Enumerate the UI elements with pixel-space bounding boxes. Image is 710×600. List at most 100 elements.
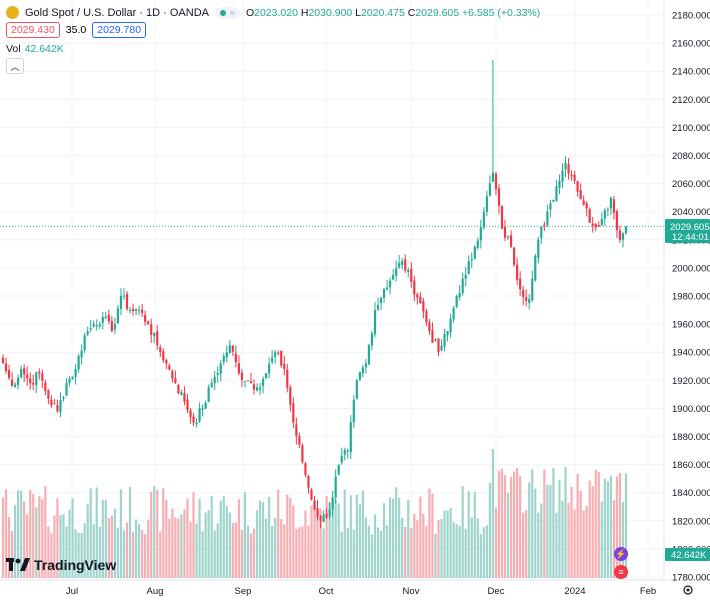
candle-body [171,371,174,379]
price-tick-label: 1880.000 [672,432,710,443]
volume-bar [122,530,126,578]
candle-body [340,455,343,463]
candle-body [13,384,17,388]
candle-body [615,211,619,231]
volume-bar [352,529,355,578]
volume-bar [506,492,510,578]
candle-body [389,280,392,288]
price-axis[interactable]: 2180.000 2160.000 2140.000 2120.000 2100.000… [672,11,710,584]
price-tick-label: 2140.000 [672,67,710,78]
volume-bar [594,469,597,578]
volume-bar [301,526,304,578]
volume-bar [513,471,516,578]
lightning-icon[interactable]: ⚡ [614,547,628,561]
time-tick-label: 2024 [564,586,585,597]
candle-body [537,239,540,258]
candle-body [137,310,141,312]
symbol-title[interactable]: Gold Spot / U.S. Dollar · 1D · OANDA [25,6,209,19]
last-price-label: 2029.605 12:44:01 [665,219,710,243]
volume-bar [104,499,107,578]
volume-bar [346,527,349,578]
candle-body [274,352,277,357]
volume-bar [29,489,32,578]
candle-body [71,376,74,380]
volume-bar [219,500,222,578]
candle-body [258,387,262,390]
candle-body [452,308,455,320]
volume-bar [71,498,74,578]
candle-body [349,422,352,453]
flag-icon[interactable]: ≡ [614,565,628,579]
volume-tag-value: 42.642K [671,550,707,561]
candle-body [307,475,310,488]
trade-row: 2029.430 35.0 2029.780 [6,22,147,38]
candle-body [467,261,470,275]
buy-button[interactable]: 2029.780 [92,22,147,38]
volume-bar [286,494,289,578]
candle-body [234,353,237,363]
candle-body [304,463,307,475]
candle-body [189,410,192,418]
volume-bar [77,532,80,578]
volume-bar [65,526,68,578]
sell-button[interactable]: 2029.430 [6,22,60,38]
candle-body [458,293,461,297]
volume-bar [59,515,62,578]
candle-body [392,274,395,280]
candle-body [29,378,32,384]
volume-bar [277,489,280,578]
candle-body [497,188,501,206]
candle-body [98,324,101,327]
volume-bar [522,512,525,578]
volume-bar [56,498,59,578]
settings-gear-icon[interactable] [683,585,693,595]
volume-bar [591,486,594,578]
candle-body [301,445,304,462]
price-tick-label: 2040.000 [672,207,710,218]
last-price-tag [665,219,710,243]
volume-bar [364,517,368,578]
candle-body [265,373,268,379]
volume-bar [280,519,283,578]
change-value: +6.585 (+0.33%) [462,6,541,19]
candle-body [346,450,349,452]
candle-body [47,390,50,399]
candle-body [298,436,301,445]
market-status-pill[interactable]: ≈ [215,6,240,19]
spread-value: 35.0 [65,24,87,36]
volume-bar [271,525,274,578]
volume-bar [228,512,231,578]
candle-body [506,237,510,239]
volume-bar [437,520,440,578]
volume-bar [74,529,77,578]
volume-bar [449,507,452,578]
volume-bar [134,519,138,578]
candle-body [68,378,71,384]
chevron-up-icon[interactable]: ︿ [6,58,24,74]
candle-body [588,209,591,223]
volume-bar [618,473,622,578]
candle-body [144,314,147,322]
volume-bar [234,522,237,578]
candle-body [80,350,83,358]
volume-bar [340,531,343,578]
candle-body [382,288,386,298]
candle-body [428,322,431,332]
candle-body [316,507,319,517]
volume-bar [588,480,591,578]
candle-body [41,373,44,381]
low-value: 2020.475 [361,6,405,19]
volume-bar [98,526,101,578]
volume-bar [86,503,89,578]
volume-bar [382,503,386,578]
volume-bar [503,475,507,578]
tradingview-logo[interactable]: TradingView [6,557,116,573]
candle-body [319,516,322,521]
candle-body [286,369,289,388]
volume-bar [147,519,150,578]
volume-bar [150,491,153,578]
time-axis[interactable]: Jul Aug Sep Oct Nov Dec 2024 Feb [66,586,656,597]
candle-body [219,363,222,374]
candle-body [410,268,413,282]
